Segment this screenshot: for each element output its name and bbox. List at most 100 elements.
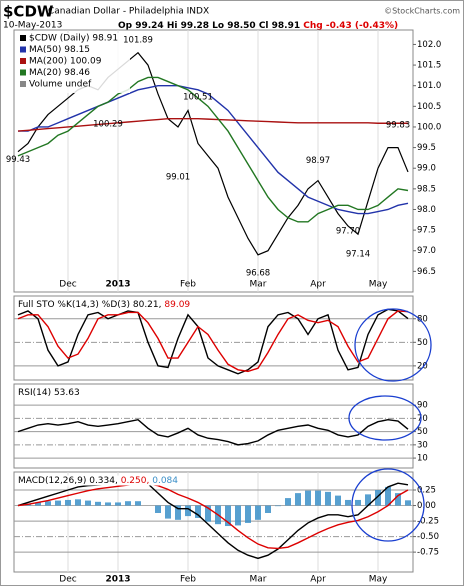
y-tick-label: 80 bbox=[417, 314, 428, 324]
y-tick-label: 100.0 bbox=[417, 122, 441, 132]
annotation: 97.14 bbox=[346, 249, 370, 259]
panel-title: RSI(14) 53.63 bbox=[18, 388, 80, 398]
panels: Dec 2013 Feb Mar Apr May 96.5 97.0 97.5 98.0 98.5 9… bbox=[6, 29, 441, 585]
annotation: 100.29 bbox=[93, 119, 123, 129]
series-line bbox=[17, 310, 409, 373]
legend-label: Volume undef bbox=[29, 80, 92, 90]
histogram-bar bbox=[165, 505, 171, 519]
legend-label: MA(200) 100.09 bbox=[29, 57, 102, 67]
annotation: 96.68 bbox=[246, 268, 270, 278]
legend-label: $CDW (Daily) 98.91 bbox=[29, 34, 118, 44]
histogram-bar bbox=[155, 505, 161, 513]
series-line bbox=[17, 308, 409, 375]
y-tick-label: 70 bbox=[417, 414, 428, 424]
date: 10-May-2013 bbox=[3, 21, 62, 31]
legend-swatch bbox=[20, 81, 26, 87]
x-tick-label: May bbox=[369, 280, 388, 290]
highlight-circle bbox=[354, 308, 432, 382]
legend-box bbox=[18, 33, 130, 93]
y-tick-label: 90 bbox=[417, 401, 428, 411]
legend-swatch bbox=[20, 35, 26, 41]
y-tick-label: 96.5 bbox=[417, 267, 436, 277]
panel-title-part: RSI(14) 53.63 bbox=[18, 388, 80, 398]
histogram-bar bbox=[65, 499, 71, 506]
annotation: 98.97 bbox=[306, 156, 330, 166]
histogram-bar bbox=[255, 505, 261, 520]
histogram-bar bbox=[395, 493, 401, 506]
panel-title-part: 0.250, bbox=[121, 476, 150, 486]
histogram-bar bbox=[235, 505, 241, 526]
series-line bbox=[18, 85, 409, 215]
panel-title: MACD(12,26,9) 0.334, 0.250, 0.084 bbox=[18, 476, 178, 486]
series-line bbox=[17, 483, 409, 550]
y-tick-label: 97.5 bbox=[417, 226, 436, 236]
x-tick-label: Mar bbox=[250, 575, 267, 585]
histogram-bar bbox=[95, 501, 101, 506]
legend-label: MA(50) 98.15 bbox=[29, 45, 90, 55]
histogram-bar bbox=[205, 505, 211, 522]
quote: Op 99.24 Hi 99.28 Lo 98.50 Cl 98.91 Chg … bbox=[118, 21, 398, 31]
legend-swatch bbox=[20, 69, 26, 76]
histogram-bar bbox=[375, 490, 381, 506]
histogram-bar bbox=[115, 502, 121, 506]
annotation: 99.83 bbox=[386, 120, 410, 130]
x-tick-label: Dec bbox=[59, 575, 76, 585]
y-tick-label: 99.0 bbox=[417, 164, 436, 174]
panel-frame bbox=[13, 383, 414, 469]
y-tick-label: 101.0 bbox=[417, 81, 441, 91]
histogram-bar bbox=[355, 499, 361, 506]
panel-title-part: Full STO %K(14,3) %D(3) 80.21, bbox=[18, 300, 162, 310]
y-tick-label: 98.5 bbox=[417, 184, 436, 194]
title-bg bbox=[17, 387, 81, 398]
histogram-bar bbox=[35, 502, 41, 506]
y-tick-label: -0.75 bbox=[417, 548, 439, 558]
panel-title-part: 89.09 bbox=[164, 300, 190, 310]
histogram-bar bbox=[105, 502, 111, 506]
histogram-bar bbox=[315, 490, 321, 506]
annotation: 99.43 bbox=[6, 155, 30, 165]
panel-title-part: MACD(12,26,9) 0.334, bbox=[18, 476, 118, 486]
x-tick-label: Mar bbox=[250, 280, 267, 290]
x-tick-label: Dec bbox=[59, 280, 76, 290]
histogram-bar bbox=[245, 505, 251, 523]
x-tick-label: May bbox=[369, 575, 388, 585]
legend-swatch bbox=[20, 46, 26, 53]
histogram-bar bbox=[385, 486, 391, 506]
highlight-circle bbox=[348, 395, 422, 441]
annotation: 97.70 bbox=[336, 226, 360, 236]
y-tick-label: 0.25 bbox=[417, 486, 436, 496]
annotation: 101.89 bbox=[123, 35, 153, 45]
x-tick-label: Apr bbox=[310, 280, 326, 290]
y-tick-label: 20 bbox=[417, 361, 428, 371]
histogram-bar bbox=[125, 501, 131, 506]
series-line bbox=[17, 76, 409, 223]
series-line bbox=[17, 118, 408, 132]
x-tick-label: Feb bbox=[180, 280, 196, 290]
histogram-bar bbox=[185, 505, 191, 517]
histogram-bar bbox=[275, 505, 281, 507]
histogram-bar bbox=[325, 491, 331, 506]
histogram-bar bbox=[265, 505, 271, 513]
series-line bbox=[17, 478, 409, 560]
annotation: 100.51 bbox=[183, 92, 213, 102]
y-tick-label: 50 bbox=[417, 427, 428, 437]
title-bg bbox=[17, 475, 180, 486]
highlight-circle bbox=[351, 468, 425, 542]
histogram-bar bbox=[225, 505, 231, 527]
quote-values: Op 99.24 Hi 99.28 Lo 98.50 Cl 98.91 bbox=[118, 21, 300, 31]
histogram-bar bbox=[85, 500, 91, 506]
histogram-bar bbox=[305, 490, 311, 506]
histogram-bar bbox=[75, 499, 81, 506]
symbol: $CDW bbox=[3, 3, 54, 21]
histogram-bar bbox=[285, 498, 291, 506]
histogram-bar bbox=[335, 495, 341, 506]
y-tick-label: 100.5 bbox=[417, 102, 441, 112]
y-tick-label: 10 bbox=[417, 454, 428, 464]
quote-change: Chg -0.43 (-0.43%) bbox=[303, 21, 398, 31]
series-line bbox=[17, 418, 409, 446]
y-tick-label: 50 bbox=[417, 338, 428, 348]
x-tick-label: 2013 bbox=[105, 280, 130, 290]
y-tick-label: 97.0 bbox=[417, 246, 436, 256]
